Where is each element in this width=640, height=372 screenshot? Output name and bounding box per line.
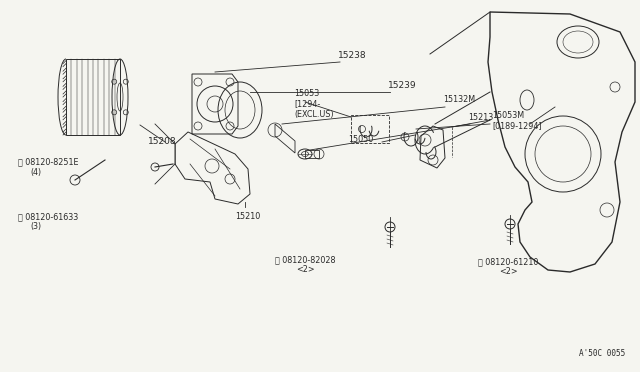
Text: (4): (4) [30, 167, 41, 176]
Text: Ⓑ 08120-61633: Ⓑ 08120-61633 [18, 212, 78, 221]
Text: (EXCL.US): (EXCL.US) [294, 109, 333, 119]
Text: (3): (3) [30, 222, 41, 231]
Text: 15050: 15050 [348, 135, 373, 144]
Text: [0189-1294]: [0189-1294] [492, 122, 541, 131]
Text: <2>: <2> [296, 266, 314, 275]
Text: Ⓑ 08120-8251E: Ⓑ 08120-8251E [18, 157, 79, 167]
Text: 15210: 15210 [236, 212, 260, 221]
Text: A'50C 0055: A'50C 0055 [579, 350, 625, 359]
Text: 15208: 15208 [148, 138, 176, 147]
Text: 15239: 15239 [388, 80, 417, 90]
Text: 15053: 15053 [294, 90, 319, 99]
Text: 15238: 15238 [338, 51, 367, 60]
Text: 15053M: 15053M [492, 112, 524, 121]
Text: Ⓑ 08120-61210: Ⓑ 08120-61210 [478, 257, 538, 266]
Text: Ⓑ 08120-82028: Ⓑ 08120-82028 [275, 256, 335, 264]
Text: 15213: 15213 [468, 112, 493, 122]
Text: [1294-: [1294- [294, 99, 320, 109]
Text: <2>: <2> [499, 267, 517, 276]
Text: 15132M: 15132M [443, 96, 475, 105]
